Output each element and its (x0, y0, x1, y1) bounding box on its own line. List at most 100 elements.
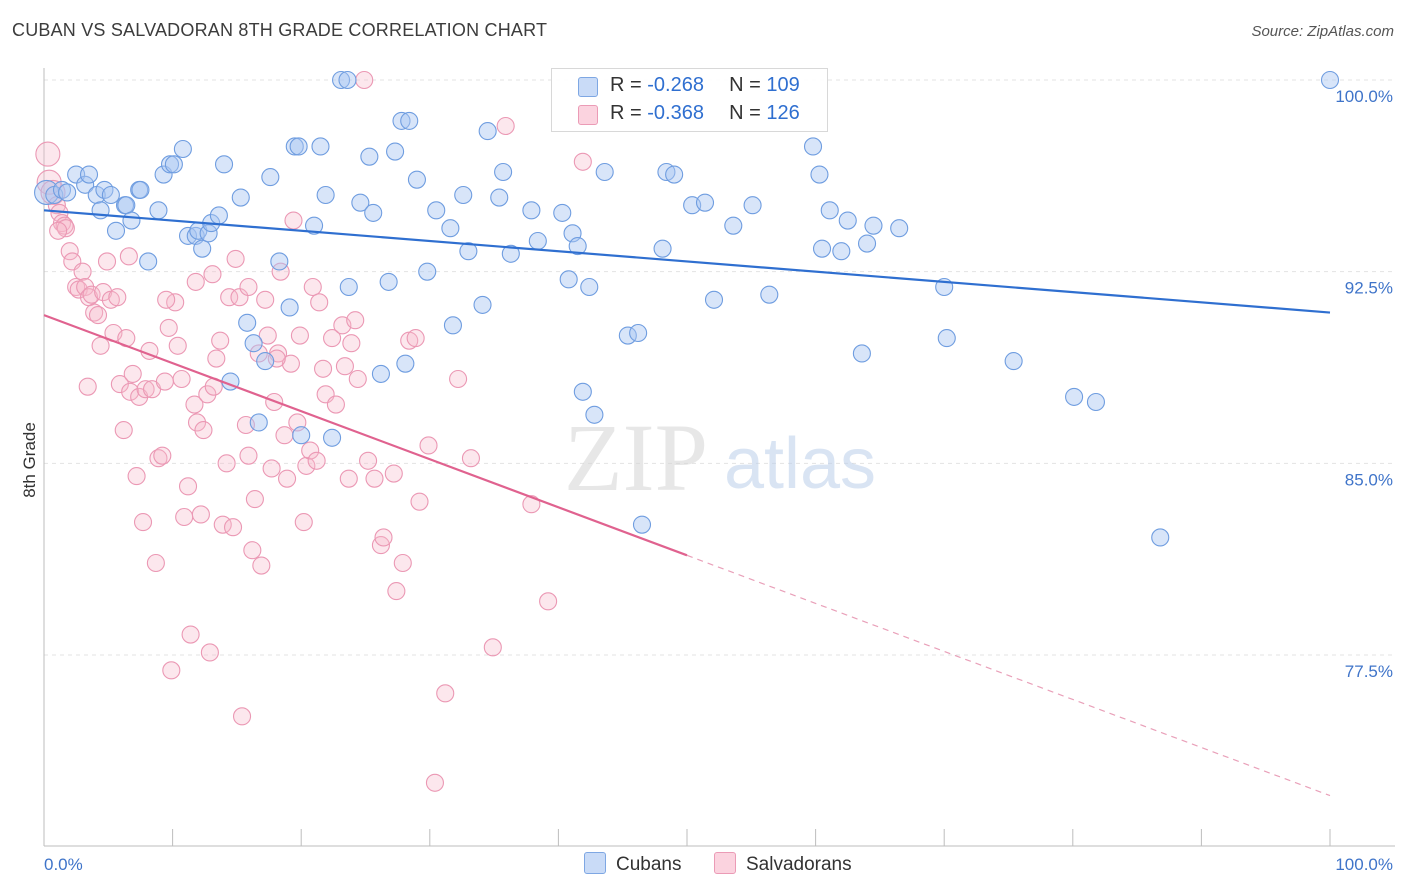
point-salvadorans (425, 773, 444, 792)
point-cubans (285, 137, 304, 156)
point-salvadorans (200, 643, 219, 662)
point-cubans (364, 203, 383, 222)
point-cubans (501, 244, 520, 263)
legend-n-label: N = (729, 74, 761, 96)
point-salvadorans (155, 372, 174, 391)
point-salvadorans (49, 221, 68, 240)
point-cubans (838, 211, 857, 230)
point-cubans (193, 239, 212, 258)
source-credit: Source: ZipAtlas.com (1251, 23, 1394, 40)
point-cubans (618, 326, 637, 345)
point-cubans (311, 137, 330, 156)
point-cubans (122, 211, 141, 230)
point-cubans (323, 428, 342, 447)
point-salvadorans (496, 116, 515, 136)
y-tick-label: 92.5% (1345, 279, 1393, 298)
point-salvadorans (172, 369, 191, 389)
point-cubans (407, 170, 426, 189)
point-cubans (803, 137, 823, 156)
point-cubans (338, 70, 357, 90)
point-cubans (292, 426, 311, 445)
point-cubans (386, 142, 405, 161)
point-salvadorans (76, 277, 95, 297)
point-salvadorans (121, 382, 140, 401)
point-salvadorans (410, 492, 429, 511)
point-salvadorans (239, 446, 258, 465)
point-salvadorans (249, 344, 268, 363)
point-salvadorans (168, 336, 187, 355)
point-salvadorans (374, 528, 393, 547)
point-salvadorans (153, 446, 172, 465)
point-cubans (937, 329, 956, 348)
point-cubans (1065, 387, 1084, 406)
point-salvadorans (346, 311, 365, 330)
trend-line-cubans (43, 209, 1331, 314)
point-salvadorans (239, 277, 258, 297)
point-salvadorans (211, 331, 230, 350)
point-cubans (131, 180, 150, 199)
point-cubans (704, 290, 724, 309)
point-salvadorans (186, 272, 205, 291)
point-cubans (316, 185, 335, 205)
point-cubans (305, 216, 324, 235)
point-salvadorans (123, 364, 142, 383)
point-cubans (1086, 392, 1105, 412)
point-salvadorans (157, 290, 176, 309)
legend-r-value: -0.268 (647, 74, 704, 96)
point-cubans (490, 188, 509, 207)
point-cubans (743, 196, 762, 215)
point-cubans (58, 183, 77, 202)
point-cubans (820, 201, 839, 220)
point-salvadorans (110, 375, 129, 394)
point-salvadorans (365, 469, 384, 488)
point-salvadorans (162, 661, 181, 680)
point-cubans (459, 242, 478, 261)
point-cubans (443, 316, 462, 335)
point-salvadorans (194, 421, 213, 440)
point-cubans (441, 219, 460, 238)
point-cubans (1320, 70, 1340, 90)
point-cubans (256, 352, 275, 371)
point-cubans (812, 239, 832, 258)
point-salvadorans (226, 249, 245, 268)
point-cubans (890, 219, 909, 238)
point-cubans (573, 382, 592, 401)
y-tick-label: 77.5% (1345, 662, 1393, 681)
point-salvadorans (127, 467, 146, 486)
point-salvadorans (310, 293, 329, 312)
point-cubans (332, 70, 351, 90)
legend-r-value: -0.368 (647, 102, 704, 124)
point-cubans (164, 155, 183, 174)
point-cubans (629, 323, 648, 343)
grid-lines (44, 79, 1395, 656)
point-cubans (559, 270, 578, 289)
point-salvadorans (35, 141, 61, 167)
point-salvadorans (91, 336, 110, 355)
point-salvadorans (60, 242, 79, 261)
y-tick-label: 85.0% (1345, 470, 1393, 489)
point-cubans (101, 185, 120, 205)
point-salvadorans (290, 326, 309, 345)
point-salvadorans (136, 380, 155, 399)
legend-r-label: R = (610, 102, 642, 124)
point-cubans (478, 122, 497, 141)
point-cubans (67, 165, 86, 184)
point-cubans (270, 252, 289, 271)
legend-swatch-salvadorans (578, 105, 598, 125)
point-cubans (173, 139, 192, 159)
point-salvadorans (297, 456, 316, 475)
point-salvadorans (36, 169, 62, 195)
point-salvadorans (573, 152, 592, 171)
point-salvadorans (133, 513, 153, 532)
point-cubans (595, 162, 614, 182)
point-salvadorans (97, 252, 117, 271)
point-salvadorans (449, 369, 468, 389)
point-salvadorans (348, 369, 367, 389)
watermark-zip: ZIP (564, 404, 708, 511)
point-cubans (79, 165, 99, 184)
point-cubans (238, 313, 257, 332)
point-salvadorans (203, 265, 222, 284)
point-salvadorans (243, 541, 262, 560)
point-cubans (214, 155, 234, 174)
